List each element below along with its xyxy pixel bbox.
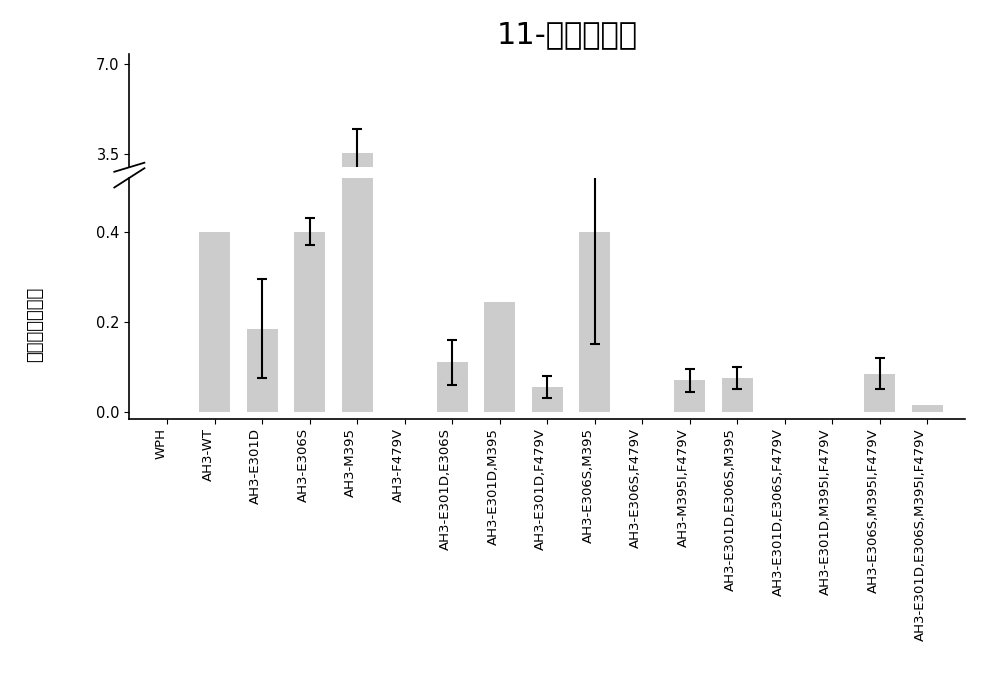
Bar bbox=[294, 234, 325, 244]
Bar bbox=[199, 234, 230, 244]
Bar bbox=[721, 242, 751, 244]
Bar bbox=[484, 302, 515, 412]
Bar bbox=[342, 153, 373, 244]
Bar bbox=[294, 232, 325, 412]
Bar bbox=[674, 380, 705, 412]
Bar bbox=[342, 0, 373, 412]
Bar bbox=[531, 387, 563, 412]
Text: 化合物相对产量: 化合物相对产量 bbox=[26, 286, 44, 362]
Bar bbox=[579, 234, 609, 244]
Bar bbox=[864, 373, 895, 412]
Bar bbox=[484, 238, 515, 244]
Bar bbox=[911, 405, 941, 412]
Text: 11-羟基铁锈醇: 11-羟基铁锈醇 bbox=[496, 20, 637, 49]
Bar bbox=[864, 242, 895, 244]
Bar bbox=[247, 240, 277, 244]
Bar bbox=[436, 242, 467, 244]
Bar bbox=[247, 329, 277, 412]
Bar bbox=[436, 362, 467, 412]
Bar bbox=[199, 232, 230, 412]
Bar bbox=[531, 243, 563, 244]
Bar bbox=[674, 242, 705, 244]
Bar bbox=[579, 232, 609, 412]
Bar bbox=[721, 378, 751, 412]
